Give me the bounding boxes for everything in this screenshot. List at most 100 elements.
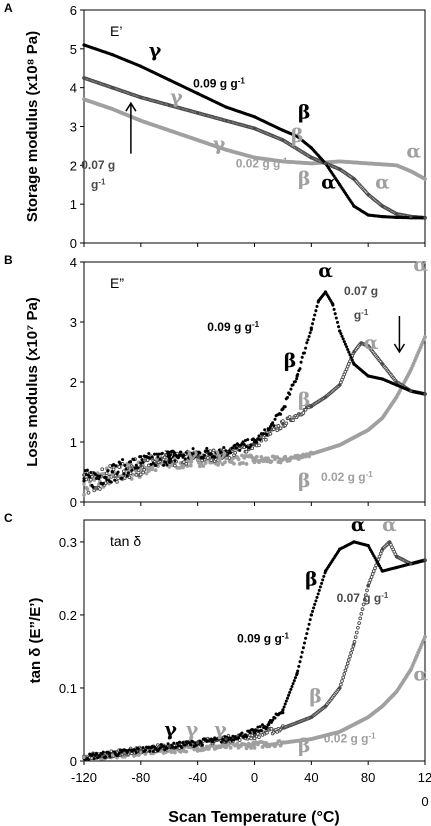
greek-label: α	[406, 141, 421, 163]
data-point	[164, 460, 168, 464]
data-point	[188, 456, 192, 460]
data-point	[380, 377, 384, 381]
data-point	[423, 635, 427, 639]
data-point	[282, 705, 286, 709]
data-point	[127, 475, 132, 480]
data-point	[92, 757, 96, 761]
data-point	[309, 404, 313, 408]
data-point	[252, 443, 257, 447]
data-point	[116, 476, 120, 481]
data-point	[309, 155, 313, 160]
data-point	[106, 469, 110, 473]
panel-title: tan δ	[110, 533, 141, 549]
data-point	[110, 470, 115, 474]
data-point	[300, 355, 304, 359]
data-point	[224, 449, 228, 453]
data-point	[101, 750, 105, 754]
data-point	[256, 732, 260, 736]
data-point	[321, 578, 325, 582]
data-point	[252, 745, 257, 750]
data-point	[196, 111, 200, 115]
series-label: 0.09 g g-1	[193, 76, 245, 91]
data-point	[200, 743, 204, 747]
greek-label: α	[375, 172, 390, 194]
greek-label: β	[291, 125, 304, 147]
greek-label: β	[298, 470, 311, 492]
data-point	[224, 105, 228, 109]
data-point	[104, 471, 109, 476]
data-point	[94, 751, 99, 756]
data-point	[316, 299, 321, 303]
data-point	[151, 749, 155, 753]
y-tick-label: 3	[70, 315, 77, 330]
data-point	[126, 471, 130, 475]
data-point	[101, 481, 105, 485]
greek-label: γ	[149, 40, 162, 62]
data-point	[295, 374, 299, 378]
data-point	[82, 482, 86, 486]
data-point	[163, 748, 167, 752]
greek-label: β	[298, 102, 311, 124]
data-point	[224, 148, 228, 152]
greek-label: γ	[186, 443, 199, 465]
data-point	[349, 651, 353, 655]
data-point	[241, 461, 246, 465]
data-point	[241, 440, 245, 444]
data-point	[290, 684, 294, 689]
data-point	[267, 428, 271, 432]
data-point	[252, 126, 257, 131]
x-tick-label-overflow: 0	[421, 794, 428, 809]
greek-label: γ	[164, 443, 177, 465]
series-label: 0.02 g g-1	[321, 470, 373, 485]
data-point	[205, 446, 209, 450]
data-point	[339, 682, 343, 687]
data-point	[314, 309, 318, 313]
data-point	[265, 433, 269, 437]
data-point	[323, 290, 328, 294]
data-point	[209, 452, 213, 456]
data-point	[338, 686, 342, 690]
data-point	[394, 212, 399, 216]
data-point	[315, 304, 319, 308]
data-point	[308, 618, 312, 622]
data-point	[305, 632, 309, 636]
data-point	[224, 737, 228, 741]
data-point	[130, 468, 134, 472]
data-point	[314, 599, 318, 603]
data-point	[184, 461, 189, 466]
data-point	[295, 377, 299, 381]
data-point	[334, 316, 338, 320]
data-point	[140, 458, 144, 462]
data-point	[348, 654, 352, 659]
data-point	[307, 622, 311, 626]
data-point	[244, 444, 249, 449]
data-point	[150, 467, 155, 472]
data-point	[233, 450, 238, 455]
data-point	[281, 419, 285, 423]
data-point	[288, 690, 292, 694]
data-point	[423, 216, 427, 220]
data-point	[201, 456, 205, 460]
data-point	[93, 472, 97, 476]
data-point	[98, 487, 102, 491]
data-point	[304, 346, 308, 350]
data-point	[312, 317, 316, 321]
data-point	[344, 665, 349, 669]
data-point	[359, 611, 364, 616]
data-point	[309, 737, 313, 741]
data-point	[82, 479, 86, 483]
data-point	[360, 607, 365, 611]
data-point	[196, 458, 200, 462]
data-point	[177, 740, 182, 744]
data-point	[354, 630, 359, 635]
data-point	[284, 421, 289, 426]
data-point	[289, 687, 293, 691]
data-point	[323, 395, 328, 399]
data-point	[267, 722, 271, 727]
data-point	[338, 730, 342, 734]
data-point	[301, 411, 306, 415]
data-point	[333, 312, 337, 316]
data-point	[218, 736, 222, 740]
data-point	[139, 464, 143, 468]
